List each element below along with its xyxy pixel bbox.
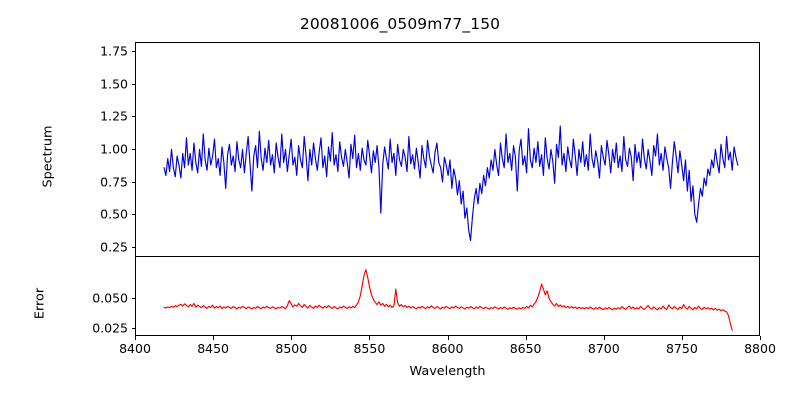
y-tick-label: 0.25 [100,239,128,255]
x-tick-mark [213,336,215,340]
x-axis-label: Wavelength [409,364,486,379]
y-tick-mark [131,298,135,300]
x-tick-label: 8400 [119,341,151,356]
x-tick-mark [603,336,605,340]
x-tick-label: 8750 [665,341,698,356]
y-tick-mark [131,214,135,216]
x-tick-mark [760,336,762,340]
spectrum-series-line [136,43,759,256]
x-tick-mark [525,336,527,340]
x-tick-label: 8800 [744,341,776,356]
y-tick-mark [131,181,135,183]
y-tick-label: 1.50 [100,76,128,92]
y-tick-mark [131,51,135,53]
x-tick-label: 8650 [509,341,542,356]
x-tick-label: 8550 [353,341,386,356]
spectrum-y-axis-label: Spectrum [40,125,56,188]
y-tick-mark [131,83,135,85]
error-series-line [136,257,759,335]
x-tick-mark [369,336,371,340]
y-tick-mark [131,327,135,329]
x-tick-mark [291,336,293,340]
error-plot-area [135,256,760,336]
x-tick-mark [681,336,683,340]
y-tick-label: 1.75 [100,43,128,59]
x-tick-label: 8700 [587,341,620,356]
error-y-axis-label: Error [32,287,48,320]
x-tick-mark [447,336,449,340]
x-tick-label: 8600 [431,341,464,356]
y-tick-label: 1.25 [100,108,128,124]
y-tick-label: 1.00 [100,141,128,157]
y-tick-mark [131,149,135,151]
y-tick-label: 0.75 [100,174,128,190]
x-tick-label: 8500 [275,341,308,356]
y-tick-mark [131,116,135,118]
y-tick-label: 0.050 [92,290,128,306]
y-tick-mark [131,246,135,248]
spectrum-plot-area [135,42,760,256]
y-tick-label: 0.50 [100,206,128,222]
x-tick-mark [135,336,137,340]
y-tick-label: 0.025 [92,320,128,336]
figure-title: 20081006_0509m77_150 [299,15,501,33]
x-tick-label: 8450 [197,341,229,356]
